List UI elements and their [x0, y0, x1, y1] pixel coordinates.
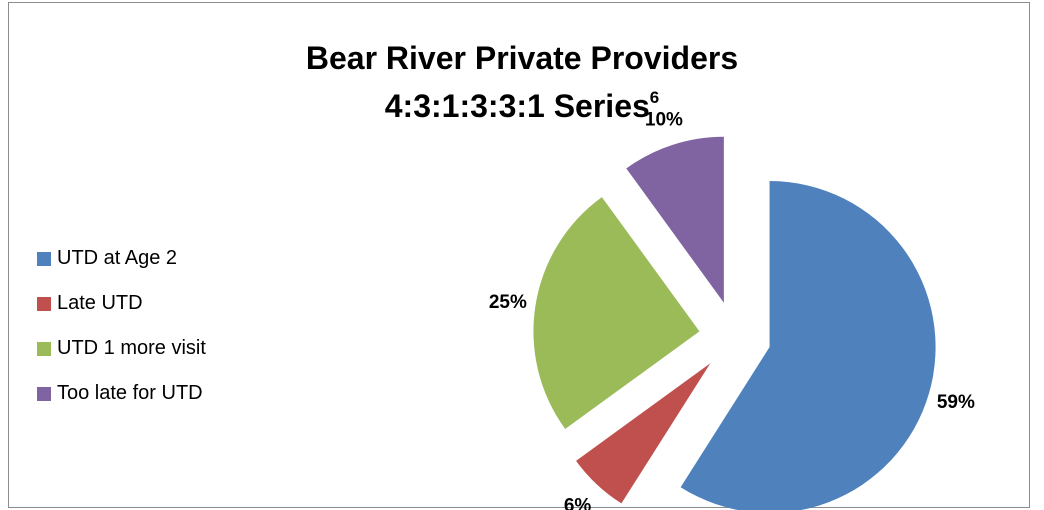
legend-item-too-late-for-utd: Too late for UTD [37, 371, 206, 416]
legend-item-utd-1-more-visit: UTD 1 more visit [37, 326, 206, 371]
data-label-utd-at-age-2: 59% [937, 392, 975, 413]
legend-label: UTD 1 more visit [57, 337, 206, 359]
legend-swatch [37, 386, 51, 401]
legend-swatch [37, 296, 51, 311]
legend-item-utd-at-age-2: UTD at Age 2 [37, 236, 206, 281]
legend-label: Late UTD [57, 292, 143, 314]
data-label-late-utd: 6% [564, 496, 592, 510]
data-label-utd-1-more-visit: 25% [489, 292, 527, 313]
chart-title-line2: 4:3:1:3:3:1 Series6 [384, 88, 660, 124]
legend-label: Too late for UTD [57, 382, 203, 404]
legend-item-late-utd: Late UTD [37, 281, 206, 326]
legend: UTD at Age 2 Late UTD UTD 1 more visit T… [37, 236, 206, 416]
legend-swatch [37, 251, 51, 266]
slice-utd-1-more-visit [533, 197, 700, 429]
slice-too-late-for-utd [626, 136, 724, 303]
legend-swatch [37, 341, 51, 356]
chart-title-line1: Bear River Private Providers [305, 40, 739, 76]
slice-utd-at-age-2 [680, 181, 936, 510]
legend-label: UTD at Age 2 [57, 247, 178, 269]
data-label-too-late-for-utd: 10% [645, 109, 683, 130]
title-superscript: 6 [649, 88, 660, 108]
slice-late-utd [576, 363, 711, 504]
